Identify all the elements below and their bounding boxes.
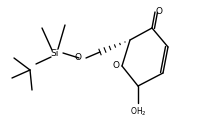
Text: O: O: [113, 61, 120, 70]
Text: O: O: [75, 53, 82, 63]
Text: Si: Si: [51, 49, 59, 57]
Text: OH$_2$: OH$_2$: [130, 105, 146, 117]
Text: O: O: [156, 7, 163, 16]
